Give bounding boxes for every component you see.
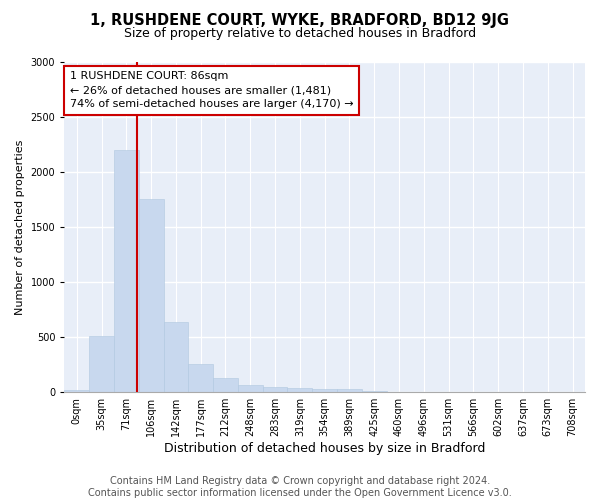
Text: 1 RUSHDENE COURT: 86sqm
← 26% of detached houses are smaller (1,481)
74% of semi: 1 RUSHDENE COURT: 86sqm ← 26% of detache… [70,72,353,110]
Bar [312,389,337,392]
Bar [238,385,263,392]
Text: Contains HM Land Registry data © Crown copyright and database right 2024.
Contai: Contains HM Land Registry data © Crown c… [88,476,512,498]
Bar [213,378,238,392]
Y-axis label: Number of detached properties: Number of detached properties [15,139,25,314]
Bar [89,336,114,392]
Bar [362,391,386,392]
Bar [139,200,164,392]
Bar [164,322,188,392]
Bar [337,390,362,392]
Bar [64,390,89,392]
Bar [188,364,213,392]
Text: 1, RUSHDENE COURT, WYKE, BRADFORD, BD12 9JG: 1, RUSHDENE COURT, WYKE, BRADFORD, BD12 … [91,12,509,28]
Bar [114,150,139,392]
Bar [287,388,312,392]
X-axis label: Distribution of detached houses by size in Bradford: Distribution of detached houses by size … [164,442,485,455]
Bar [263,386,287,392]
Text: Size of property relative to detached houses in Bradford: Size of property relative to detached ho… [124,28,476,40]
